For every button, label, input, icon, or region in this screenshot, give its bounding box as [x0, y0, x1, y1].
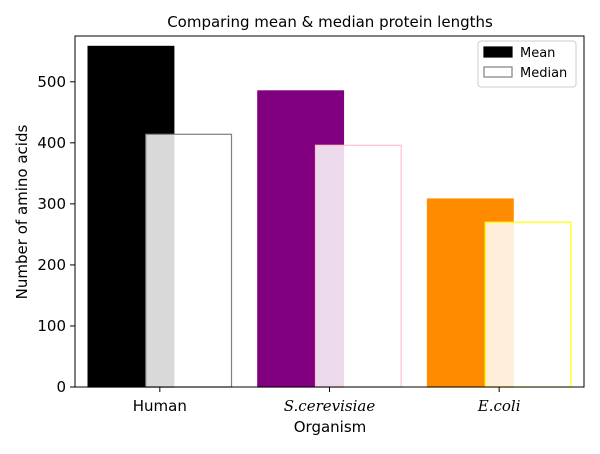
y-tick-label-0: 0 — [56, 378, 66, 396]
legend-swatch-mean — [483, 46, 513, 58]
bars-layer — [87, 45, 572, 388]
legend-swatch-median — [483, 66, 513, 78]
y-tick-label-500: 500 — [37, 73, 66, 91]
bar-median-0 — [145, 133, 233, 388]
x-axis-label: Organism — [294, 418, 367, 436]
x-tick-label-2: E.coli — [477, 397, 521, 415]
y-tick-label-300: 300 — [37, 195, 66, 213]
legend-label-mean: Mean — [520, 46, 555, 61]
bar-median-1 — [314, 144, 402, 388]
y-tick-label-400: 400 — [37, 134, 66, 152]
legend: Mean Median — [477, 40, 577, 88]
y-axis-label: Number of amino acids — [13, 125, 31, 300]
y-tick-label-200: 200 — [37, 256, 66, 274]
chart-title: Comparing mean & median protein lengths — [167, 13, 493, 31]
x-tick-label-1: S.cerevisiae — [284, 397, 376, 415]
y-tick-label-100: 100 — [37, 317, 66, 335]
bar-median-2 — [484, 221, 572, 388]
legend-label-median: Median — [520, 66, 567, 81]
axes-layer: 0 100 200 300 400 500 Human S.cerevisiae E.coli — [37, 35, 585, 415]
x-tick-label-0: Human — [133, 397, 187, 415]
